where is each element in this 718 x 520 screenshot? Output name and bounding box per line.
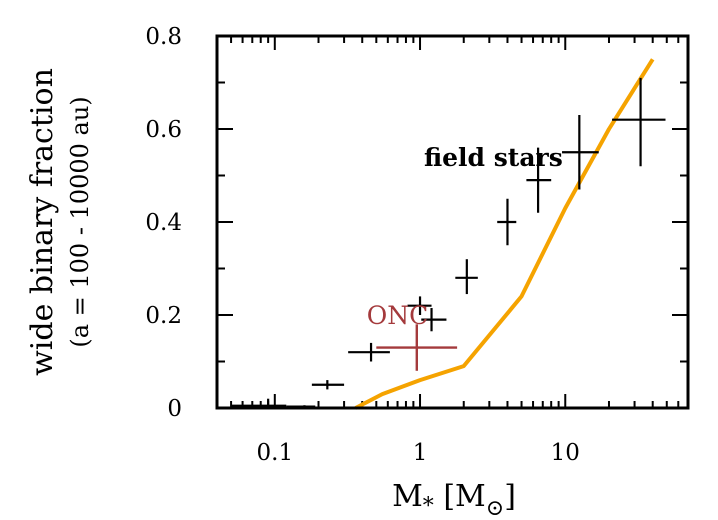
annotation-onc: ONC (367, 301, 429, 330)
field-stars-point (562, 115, 599, 190)
y-tick-label: 0.2 (145, 303, 182, 329)
x-axis-title-close: ] (504, 479, 516, 514)
y-axis-title-main: wide binary fraction (25, 68, 60, 376)
annotation-field-stars: field stars (424, 143, 563, 172)
y-axis-title-sub: (a = 100 - 10000 au) (66, 96, 94, 347)
plot-frame-group (215, 34, 690, 410)
minor-ticks (216, 35, 689, 409)
x-tick-label: 10 (551, 440, 580, 466)
field-stars-point (612, 77, 666, 167)
y-tick-label: 0 (167, 396, 182, 422)
x-axis-title-sub: * (423, 494, 434, 519)
data-points-group (231, 77, 666, 408)
field-stars-point (407, 296, 432, 315)
field-stars-point (497, 198, 517, 246)
field-stars-point (311, 380, 345, 390)
y-tick-label: 0.8 (145, 24, 182, 50)
x-tick-label: 0.1 (257, 440, 294, 466)
onc-point (376, 324, 458, 371)
y-axis-title: wide binary fraction (a = 100 - 10000 au… (25, 68, 94, 376)
x-axis-title-unit: [M (434, 479, 486, 514)
x-tick-label: 1 (413, 440, 428, 466)
x-axis-title: M* [M⊙] (392, 479, 516, 520)
model-curve (354, 58, 655, 410)
field-stars-point (421, 308, 447, 332)
y-tick-label: 0.6 (145, 117, 182, 143)
plot-frame (215, 34, 690, 410)
field-stars-point (348, 342, 390, 362)
model-curve-group (354, 58, 655, 410)
field-stars-point (231, 398, 287, 408)
x-axis-title-main: M (392, 479, 423, 514)
tick-labels-group: 0.1 1 10 0 0.2 0.4 0.6 0.8 (145, 24, 579, 466)
x-axis-title-unit-sub: ⊙ (486, 496, 504, 520)
y-tick-label: 0.4 (145, 210, 182, 236)
field-stars-point (526, 147, 552, 213)
field-stars-point (455, 259, 478, 295)
